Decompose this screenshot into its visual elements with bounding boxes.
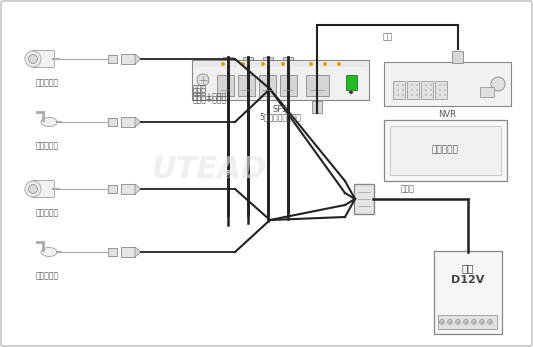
Text: 电源线: 电源线 — [401, 185, 415, 194]
FancyBboxPatch shape — [108, 118, 117, 126]
Circle shape — [411, 84, 413, 86]
Circle shape — [397, 89, 399, 91]
Circle shape — [402, 84, 404, 86]
FancyBboxPatch shape — [265, 65, 271, 69]
FancyBboxPatch shape — [407, 81, 419, 99]
Text: NVR: NVR — [439, 110, 456, 119]
FancyBboxPatch shape — [435, 81, 447, 99]
FancyBboxPatch shape — [282, 66, 293, 78]
Text: 网线: 网线 — [382, 32, 392, 41]
FancyBboxPatch shape — [238, 75, 254, 95]
Circle shape — [439, 89, 441, 91]
Text: ®: ® — [223, 170, 233, 180]
Polygon shape — [135, 247, 141, 257]
FancyBboxPatch shape — [245, 74, 251, 78]
FancyBboxPatch shape — [285, 65, 291, 69]
Circle shape — [425, 94, 427, 96]
Circle shape — [425, 89, 427, 91]
FancyBboxPatch shape — [263, 57, 273, 69]
FancyBboxPatch shape — [216, 75, 233, 95]
Ellipse shape — [41, 118, 57, 127]
FancyBboxPatch shape — [108, 248, 117, 256]
Circle shape — [430, 94, 432, 96]
Circle shape — [439, 84, 441, 86]
FancyBboxPatch shape — [263, 66, 273, 78]
Circle shape — [25, 51, 41, 67]
FancyBboxPatch shape — [279, 75, 296, 95]
FancyBboxPatch shape — [282, 57, 293, 69]
FancyBboxPatch shape — [312, 101, 322, 113]
FancyBboxPatch shape — [31, 180, 54, 197]
FancyBboxPatch shape — [245, 65, 251, 69]
Circle shape — [397, 94, 399, 96]
Text: SF5: SF5 — [273, 105, 288, 114]
FancyBboxPatch shape — [120, 184, 135, 194]
Circle shape — [411, 94, 413, 96]
Polygon shape — [135, 117, 141, 127]
Circle shape — [402, 94, 404, 96]
FancyBboxPatch shape — [384, 62, 511, 106]
FancyBboxPatch shape — [393, 81, 405, 99]
Text: UTEAD: UTEAD — [152, 154, 268, 184]
FancyBboxPatch shape — [120, 247, 135, 257]
FancyBboxPatch shape — [285, 74, 291, 78]
Text: 网络摄影头: 网络摄影头 — [35, 141, 59, 150]
FancyBboxPatch shape — [120, 117, 135, 127]
FancyBboxPatch shape — [433, 251, 502, 333]
Circle shape — [261, 62, 265, 66]
Circle shape — [197, 74, 209, 86]
Circle shape — [402, 89, 404, 91]
Circle shape — [25, 181, 41, 197]
FancyBboxPatch shape — [225, 74, 231, 78]
FancyBboxPatch shape — [390, 126, 500, 175]
Circle shape — [430, 89, 432, 91]
FancyBboxPatch shape — [108, 185, 117, 193]
Text: 组合线: 组合线 — [193, 85, 207, 93]
Circle shape — [281, 62, 285, 66]
Circle shape — [309, 62, 313, 66]
FancyBboxPatch shape — [194, 62, 367, 67]
FancyBboxPatch shape — [243, 66, 253, 78]
FancyBboxPatch shape — [452, 51, 463, 64]
Circle shape — [397, 84, 399, 86]
FancyBboxPatch shape — [120, 54, 135, 64]
Circle shape — [472, 320, 477, 324]
Text: 5口百兆防雷交换机: 5口百兆防雷交换机 — [260, 112, 302, 121]
Circle shape — [221, 62, 225, 66]
Circle shape — [464, 320, 469, 324]
Text: 液晶显示器: 液晶显示器 — [432, 145, 458, 154]
FancyBboxPatch shape — [108, 55, 117, 63]
Circle shape — [444, 84, 446, 86]
FancyBboxPatch shape — [354, 184, 374, 214]
Circle shape — [425, 84, 427, 86]
Circle shape — [241, 62, 245, 66]
Circle shape — [491, 77, 505, 91]
Circle shape — [488, 320, 492, 324]
Text: 电源: 电源 — [461, 263, 474, 273]
Text: （电源+网线）: （电源+网线） — [193, 92, 227, 101]
FancyBboxPatch shape — [192, 60, 369, 100]
Circle shape — [448, 320, 453, 324]
Circle shape — [323, 62, 327, 66]
Circle shape — [416, 84, 418, 86]
FancyBboxPatch shape — [438, 315, 497, 329]
Text: 网络摄影头: 网络摄影头 — [35, 78, 59, 87]
FancyBboxPatch shape — [259, 75, 276, 95]
Circle shape — [439, 94, 441, 96]
FancyBboxPatch shape — [384, 119, 506, 180]
FancyBboxPatch shape — [305, 75, 328, 95]
Circle shape — [28, 54, 37, 64]
Text: 网络摄影头: 网络摄影头 — [35, 271, 59, 280]
Ellipse shape — [41, 247, 57, 256]
FancyBboxPatch shape — [243, 57, 253, 69]
Circle shape — [411, 89, 413, 91]
Polygon shape — [135, 184, 141, 194]
FancyBboxPatch shape — [421, 81, 433, 99]
FancyBboxPatch shape — [225, 65, 231, 69]
Circle shape — [337, 62, 341, 66]
FancyBboxPatch shape — [265, 74, 271, 78]
Text: （电源+网线）: （电源+网线） — [193, 94, 227, 103]
Circle shape — [416, 94, 418, 96]
Text: 组合线: 组合线 — [193, 87, 207, 96]
